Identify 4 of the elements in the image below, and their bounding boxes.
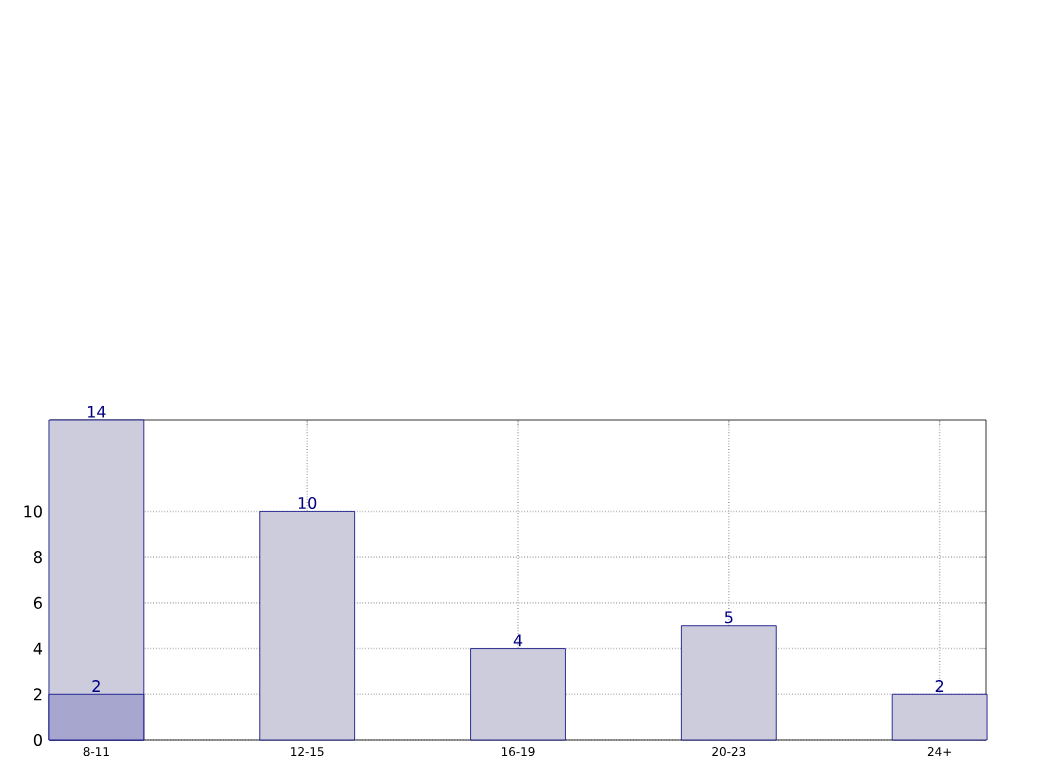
bar [891,693,988,741]
bar [680,625,777,741]
bar [470,648,566,741]
bar [259,511,356,741]
